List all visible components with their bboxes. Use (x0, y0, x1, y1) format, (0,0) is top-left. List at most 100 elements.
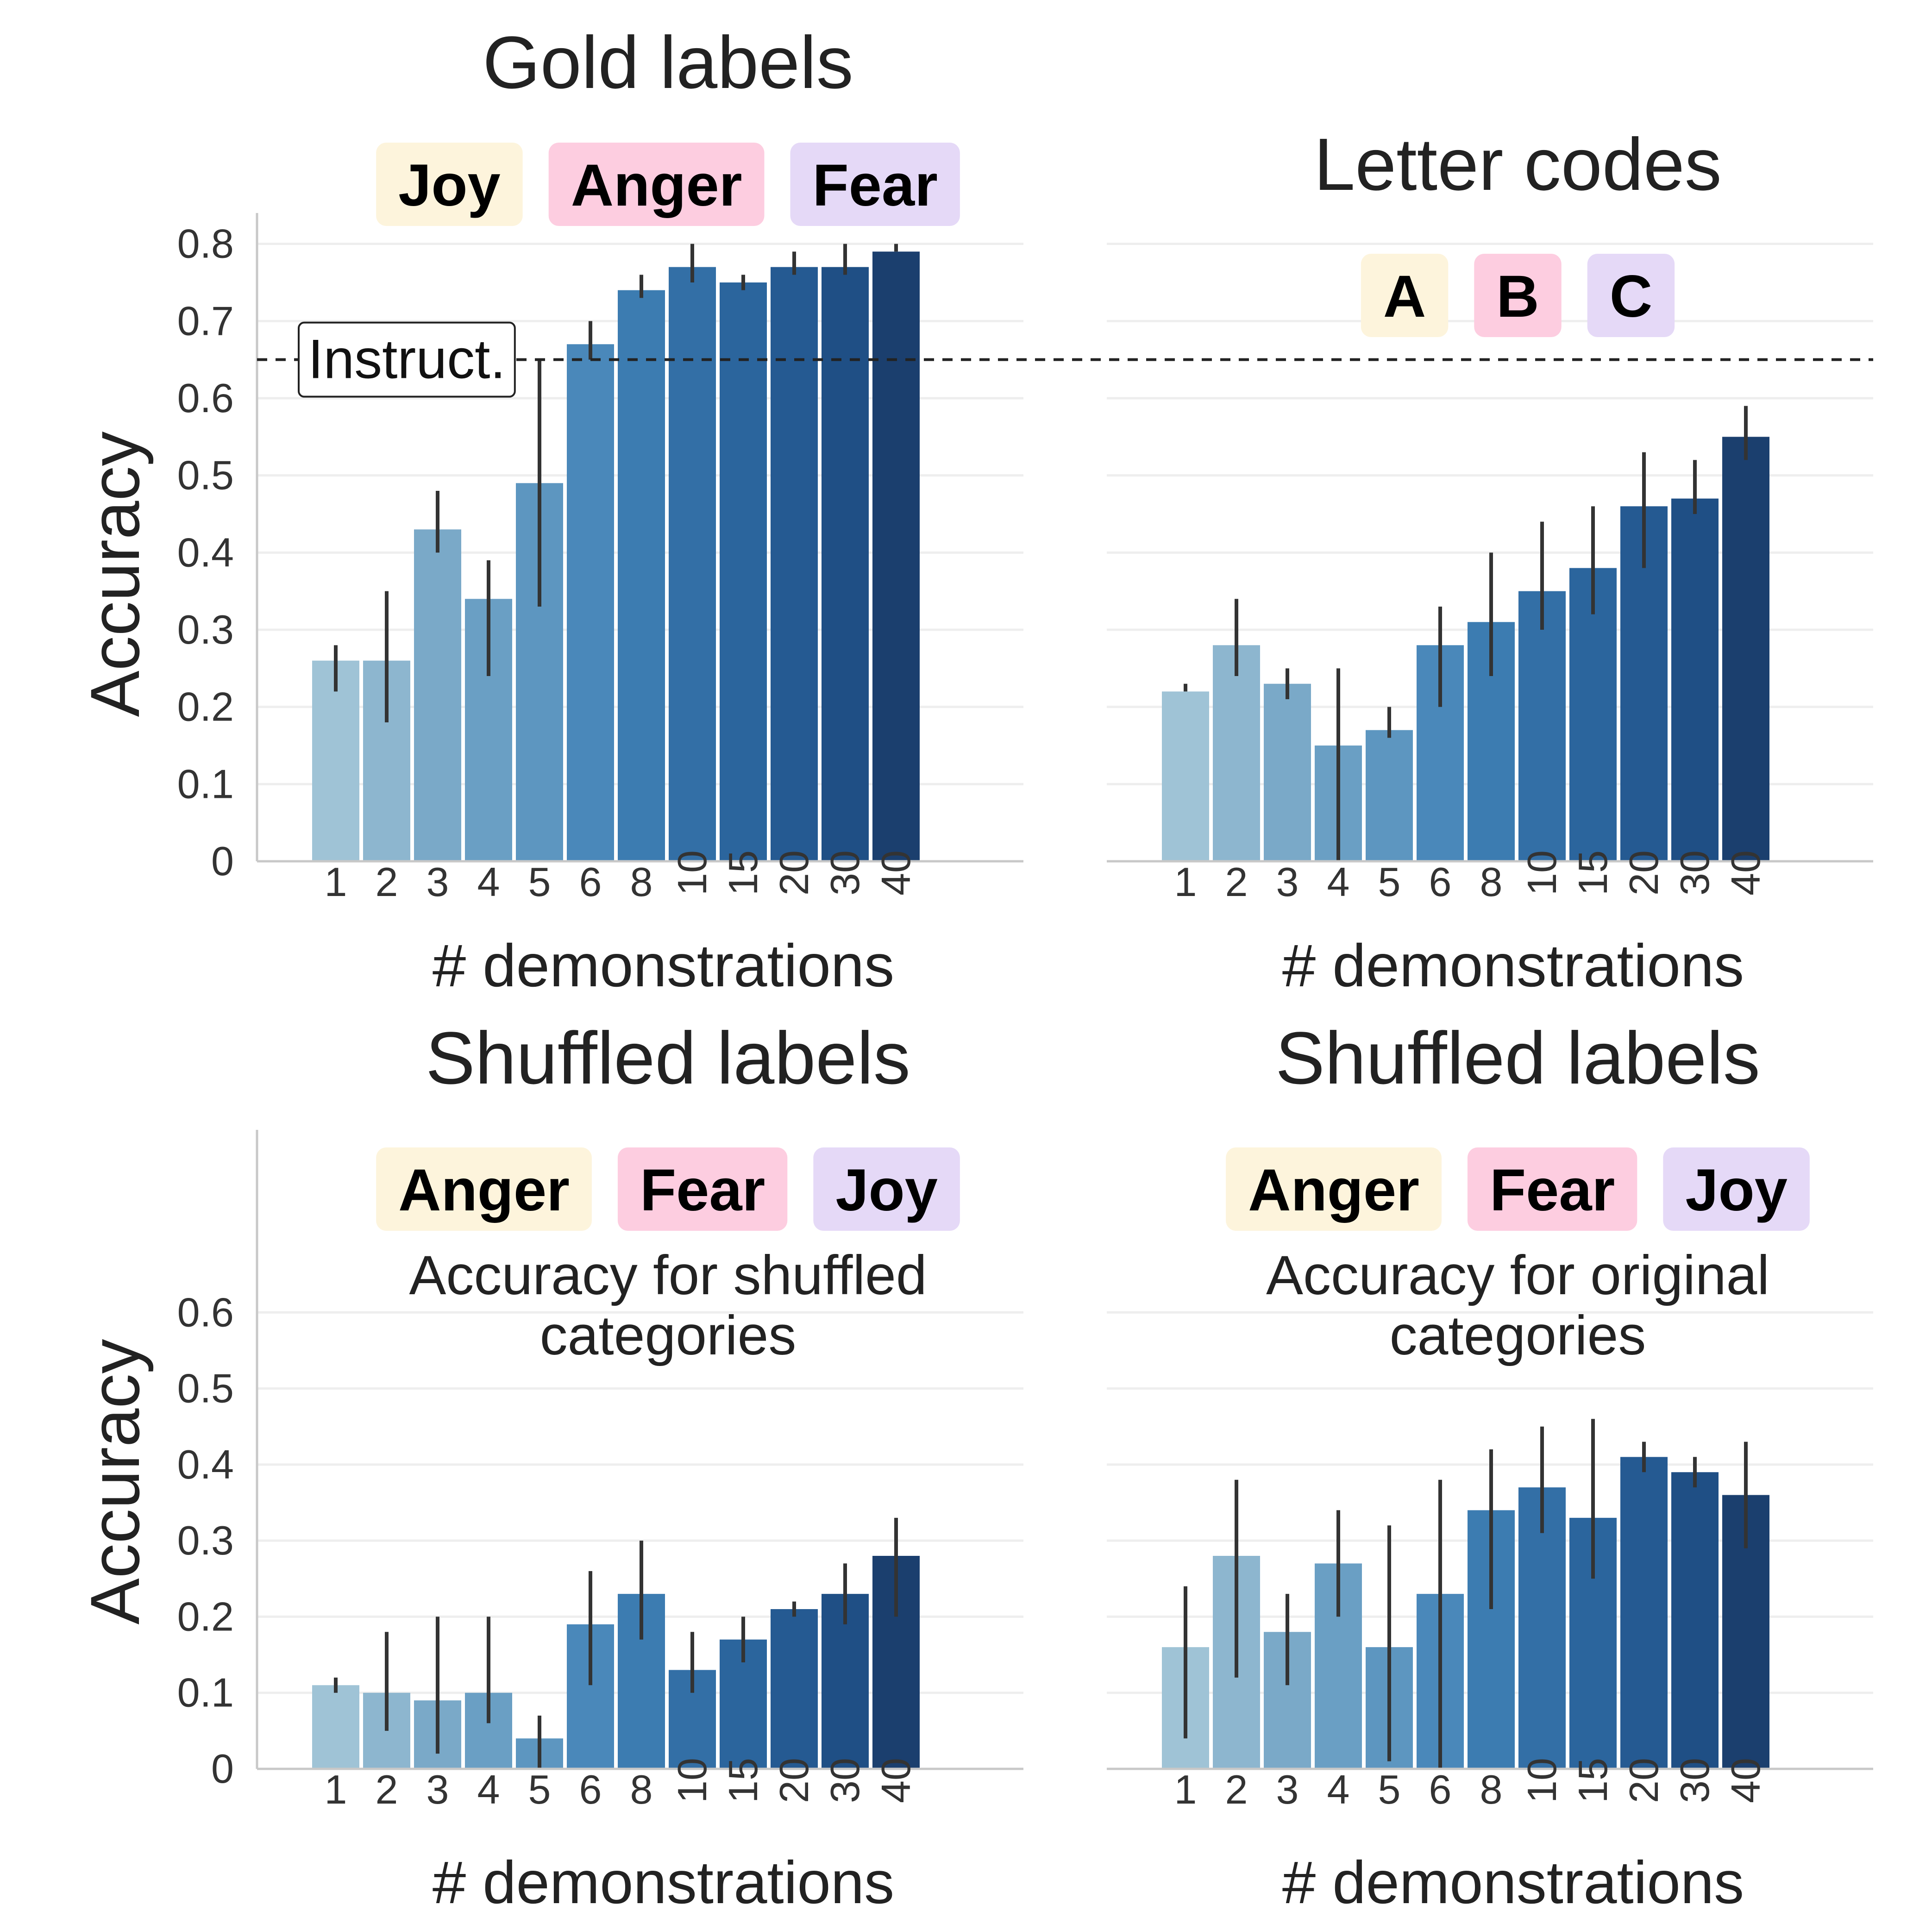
panel-4-xtick-label: 2 (1225, 1767, 1248, 1812)
panel-1-x-axis-label: # demonstrations (433, 932, 894, 999)
panel-3-xtick-label: 15 (720, 1758, 766, 1803)
panel-3-y-axis-label: Accuracy (76, 1339, 154, 1625)
panel-1-ytick-label: 0.3 (177, 607, 234, 652)
panel-3-title: Shuffled labels (426, 1016, 910, 1099)
panel-1-bar-40 (872, 251, 920, 862)
panel-1-xtick-label: 15 (720, 850, 766, 896)
panel-4-xtick-label: 30 (1672, 1758, 1718, 1803)
panel-3-xtick-label: 10 (669, 1758, 715, 1803)
panel-3-xtick-label: 6 (579, 1767, 602, 1812)
panel-3-bar-1 (312, 1685, 359, 1769)
panel-1-bar-15 (720, 282, 767, 861)
panel-1-ytick-label: 0 (211, 838, 234, 884)
panel-1-xtick-label: 40 (873, 850, 919, 896)
panel-3-chip (813, 1147, 960, 1231)
panel-3-ytick-label: 0.4 (177, 1441, 234, 1487)
panel-4-xtick-label: 6 (1429, 1767, 1452, 1812)
panel-2-bar-40 (1722, 437, 1769, 861)
panel-3-xtick-label: 3 (427, 1767, 449, 1812)
panel-1-bar-20 (771, 267, 818, 861)
panel-2-xtick-label: 5 (1378, 859, 1401, 905)
panel-3-ytick-label: 0 (211, 1746, 234, 1792)
panel-3-chip-label: Anger (398, 1157, 570, 1223)
panel-3-chip-label: Joy (835, 1157, 938, 1223)
panel-4-xtick-label: 3 (1276, 1767, 1299, 1812)
panel-1-chip-label: Anger (571, 152, 742, 219)
panel-2-chip-label: A (1383, 263, 1426, 330)
panel-1-xtick-label: 30 (822, 850, 868, 896)
panel-4-xtick-label: 4 (1327, 1767, 1350, 1812)
panel-2-bar-2 (1213, 645, 1260, 861)
panel-4-x-axis-label: # demonstrations (1282, 1849, 1744, 1916)
panel-4-xtick-label: 8 (1480, 1767, 1503, 1812)
panel-4-chip (1226, 1147, 1442, 1231)
panel-4-chip (1663, 1147, 1810, 1231)
panel-4-chip-label: Joy (1685, 1157, 1788, 1223)
panel-4-xtick-label: 5 (1378, 1767, 1401, 1812)
panel-1-ytick-label: 0.5 (177, 452, 234, 498)
panel-4-xtick-label: 40 (1723, 1758, 1769, 1803)
panel-1-bar-6 (567, 344, 614, 862)
panel-3-bar-20 (771, 1609, 818, 1769)
panel-2-xtick-label: 15 (1570, 850, 1616, 896)
panel-4-subtitle-line: Accuracy for original (1266, 1244, 1769, 1306)
panel-2-chip-label: B (1496, 263, 1539, 330)
panel-2-xtick-label: 20 (1621, 850, 1667, 896)
panel-1-xtick-label: 3 (427, 859, 449, 905)
panel-1-y-axis-label: Accuracy (76, 432, 154, 717)
panel-1-ytick-label: 0.7 (177, 298, 234, 344)
panel-3-xtick-label: 40 (873, 1758, 919, 1803)
panel-3-xtick-label: 30 (822, 1758, 868, 1803)
panel-3-xtick-label: 5 (528, 1767, 551, 1812)
panel-2-xtick-label: 10 (1519, 850, 1565, 896)
panel-2-bar-3 (1264, 683, 1311, 861)
panel-4-bar-20 (1620, 1457, 1668, 1769)
panel-1-ytick-label: 0.8 (177, 221, 234, 267)
panel-1-bar-10 (669, 267, 716, 861)
panel-4-xtick-label: 1 (1174, 1767, 1197, 1812)
panel-2-chip (1361, 254, 1449, 337)
panel-4-chip-label: Fear (1490, 1157, 1615, 1223)
panel-1-xtick-label: 6 (579, 859, 602, 905)
panel-2-xtick-label: 8 (1480, 859, 1503, 905)
panel-2-chip-label: C (1610, 263, 1652, 330)
panel-1-chip (790, 143, 960, 226)
panel-1-chip-label: Joy (398, 152, 501, 219)
panel-1-title: Gold labels (483, 21, 853, 104)
panel-1-ytick-label: 0.6 (177, 375, 234, 421)
panel-3-chip (376, 1147, 592, 1231)
panel-1-chip-label: Fear (813, 152, 938, 219)
panel-1-chip (548, 143, 765, 226)
panel-3-xtick-label: 2 (376, 1767, 398, 1812)
panel-4-bar-30 (1671, 1472, 1719, 1769)
panel-4-xtick-label: 10 (1519, 1758, 1565, 1803)
panel-4-bar-10 (1518, 1487, 1566, 1769)
instruct-label: Instruct. (308, 328, 506, 390)
panel-2-xtick-label: 4 (1327, 859, 1350, 905)
panel-2-xtick-label: 6 (1429, 859, 1452, 905)
panel-3-ytick-label: 0.5 (177, 1366, 234, 1411)
panel-1-xtick-label: 8 (630, 859, 653, 905)
panel-1-ytick-label: 0.4 (177, 529, 234, 575)
panel-2-xtick-label: 30 (1672, 850, 1718, 896)
panel-2-bar-10 (1518, 591, 1566, 861)
panel-1-ytick-label: 0.2 (177, 684, 234, 730)
panel-2-bar-5 (1366, 730, 1413, 861)
panel-2-xtick-label: 40 (1723, 850, 1769, 896)
panel-4-chip (1467, 1147, 1637, 1231)
panel-3-subtitle-line: categories (540, 1304, 797, 1366)
panel-3-x-axis-label: # demonstrations (433, 1849, 894, 1916)
panel-4-title: Shuffled labels (1275, 1016, 1760, 1099)
panel-1-bar-8 (618, 290, 665, 861)
panel-2-xtick-label: 2 (1225, 859, 1248, 905)
panel-2-x-axis-label: # demonstrations (1282, 932, 1744, 999)
panel-1-ytick-label: 0.1 (177, 761, 234, 807)
panel-1-bar-1 (312, 660, 359, 861)
panel-4-subtitle-line: categories (1390, 1304, 1646, 1366)
panel-1-bar-3 (414, 529, 461, 861)
instruct-label-box (298, 321, 516, 398)
panel-3-subtitle-line: Accuracy for shuffled (409, 1244, 927, 1306)
panel-3-xtick-label: 8 (630, 1767, 653, 1812)
panel-3-chip-label: Fear (640, 1157, 765, 1223)
